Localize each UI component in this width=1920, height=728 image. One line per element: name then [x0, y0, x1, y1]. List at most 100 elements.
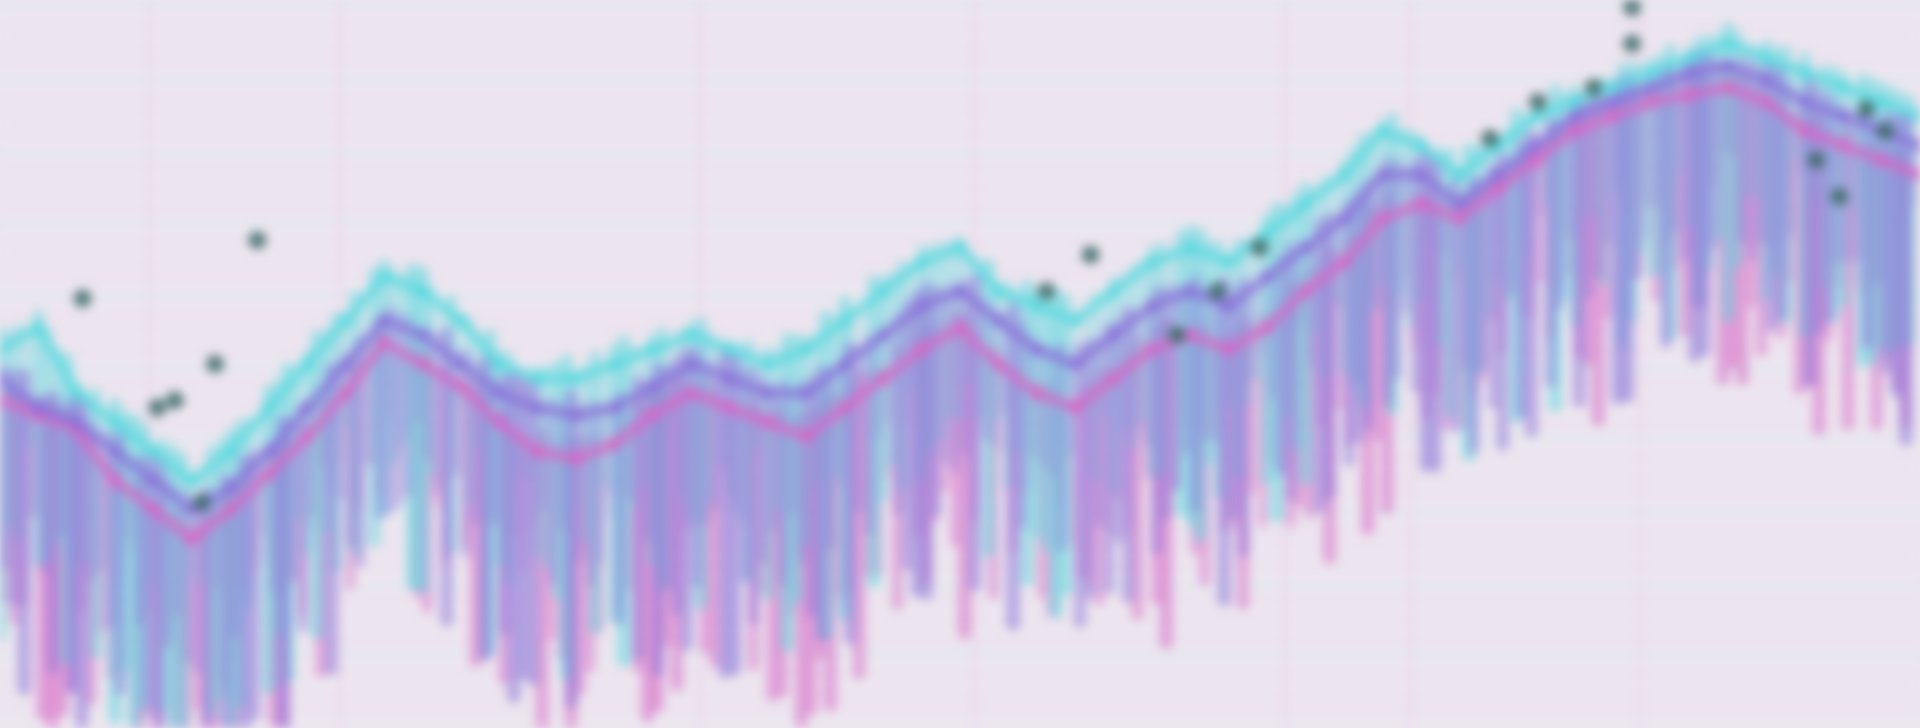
- series-point: [492, 415, 507, 430]
- series-point: [31, 400, 46, 415]
- series-point: [338, 357, 353, 371]
- series-point: [1490, 167, 1505, 182]
- series-point: [223, 502, 238, 517]
- series-point: [1452, 196, 1467, 211]
- series-point: [1836, 138, 1851, 153]
- series-point: [1605, 109, 1620, 124]
- series-point: [377, 335, 391, 350]
- spread-bands: [0, 21, 1919, 728]
- series-point: [1298, 240, 1313, 255]
- series-point: [108, 444, 123, 459]
- series-point: [1068, 400, 1083, 415]
- series-point: [1529, 138, 1543, 153]
- series-point: [722, 371, 737, 386]
- series-point: [1068, 313, 1083, 328]
- series-point: [991, 313, 1006, 328]
- series-point: [415, 357, 430, 371]
- series-point: [991, 284, 1006, 299]
- series-point: [377, 269, 391, 284]
- series-point: [1221, 298, 1236, 313]
- series-point: [1375, 211, 1390, 226]
- series-point: [1183, 240, 1198, 255]
- series-point: [799, 342, 814, 357]
- marker-point: [1830, 187, 1849, 206]
- series-point: [1605, 94, 1620, 109]
- series-point: [1721, 80, 1735, 95]
- series-point: [1298, 196, 1313, 211]
- series-point: [1452, 167, 1467, 182]
- series-point: [1644, 94, 1659, 109]
- marker-point: [1208, 282, 1227, 301]
- series-point: [1221, 255, 1236, 270]
- series-point: [953, 284, 967, 299]
- marker-point: [1623, 0, 1641, 17]
- series-point: [1797, 124, 1812, 139]
- series-point: [1605, 80, 1620, 95]
- series-point: [1874, 94, 1889, 109]
- series-point: [453, 313, 468, 328]
- series-point: [338, 386, 353, 401]
- series-point: [108, 473, 123, 488]
- series-point: [0, 393, 7, 408]
- marker-point: [1250, 238, 1269, 257]
- series-point: [1644, 65, 1659, 80]
- series-point: [1029, 298, 1044, 313]
- series-point: [146, 444, 161, 459]
- series-point: [223, 480, 238, 495]
- series-point: [1337, 255, 1351, 270]
- series-point: [415, 327, 430, 342]
- marker-point: [1528, 92, 1547, 111]
- series-point: [1721, 58, 1735, 73]
- series-point: [1413, 196, 1428, 211]
- series-point: [953, 240, 967, 255]
- marker-point: [165, 391, 184, 410]
- series-point: [1106, 371, 1121, 386]
- marker-point: [192, 493, 211, 512]
- series-point: [876, 284, 891, 299]
- series-point: [0, 371, 7, 386]
- series-point: [492, 386, 507, 401]
- series-point: [1529, 109, 1543, 124]
- series-point: [1644, 80, 1659, 95]
- marker-point: [1857, 100, 1876, 119]
- series-point: [722, 400, 737, 415]
- marker-point: [1167, 325, 1186, 344]
- series-point: [1529, 153, 1543, 168]
- series-point: [1759, 51, 1774, 66]
- series-point: [261, 400, 276, 415]
- marker-point: [1876, 122, 1895, 141]
- series-point: [0, 342, 7, 357]
- marker-point: [148, 398, 167, 417]
- marker-point: [1037, 282, 1056, 301]
- series-point: [914, 298, 929, 313]
- series-point: [146, 473, 161, 488]
- series-point: [453, 378, 468, 393]
- series-point: [569, 407, 583, 422]
- marker-point: [1584, 78, 1603, 97]
- series-point: [1682, 65, 1697, 80]
- series-point: [261, 466, 276, 481]
- series-point: [453, 357, 468, 371]
- series-point: [607, 400, 622, 415]
- series-point: [1452, 211, 1467, 226]
- series-point: [69, 415, 84, 430]
- marker-point: [1623, 34, 1641, 53]
- series-point: [1183, 327, 1198, 342]
- series-point: [761, 386, 775, 401]
- series-point: [1260, 225, 1275, 240]
- series-point: [914, 255, 929, 270]
- series-point: [1759, 94, 1774, 109]
- series-point: [761, 415, 775, 430]
- series-point: [722, 342, 737, 357]
- series-point: [607, 357, 622, 371]
- series-point: [1029, 342, 1044, 357]
- series-point: [415, 284, 430, 299]
- series-point: [261, 444, 276, 459]
- series-point: [1913, 109, 1920, 124]
- series-point: [1337, 211, 1351, 226]
- series-point: [1836, 109, 1851, 124]
- series-point: [530, 371, 545, 386]
- series-point: [569, 451, 583, 466]
